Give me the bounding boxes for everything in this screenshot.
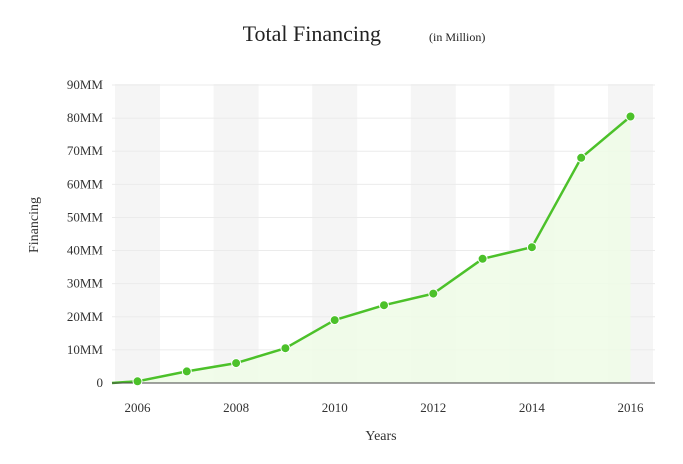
y-tick-label: 40MM	[67, 243, 104, 258]
x-tick-label: 2010	[322, 400, 348, 415]
x-tick-label: 2014	[519, 400, 546, 415]
x-tick-labels: 2006 2008 2010 2012 2014 2016	[125, 400, 645, 415]
series-area	[112, 116, 631, 383]
y-tick-label: 10MM	[67, 342, 104, 357]
y-axis-title: Financing	[27, 197, 42, 253]
x-tick-label: 2016	[618, 400, 645, 415]
data-point	[625, 111, 636, 122]
data-point	[280, 343, 291, 354]
series-line	[111, 115, 632, 385]
data-point	[231, 358, 242, 369]
background-band	[213, 84, 259, 383]
data-points	[132, 111, 636, 387]
y-tick-label: 60MM	[67, 176, 104, 191]
data-point	[181, 366, 192, 377]
data-point	[132, 376, 143, 387]
data-point	[329, 315, 340, 326]
y-tick-label: 80MM	[67, 110, 104, 125]
x-axis-title: Years	[365, 429, 396, 444]
data-point	[428, 288, 439, 299]
y-tick-label: 70MM	[67, 143, 104, 158]
x-tick-label: 2008	[223, 400, 249, 415]
y-tick-label: 0	[97, 375, 104, 390]
data-point	[379, 300, 389, 311]
y-tick-label: 30MM	[67, 276, 104, 291]
chart-title: Total Financing	[243, 21, 381, 46]
data-point	[477, 253, 488, 264]
x-tick-label: 2012	[420, 400, 446, 415]
data-point	[576, 152, 587, 163]
background-band	[115, 84, 160, 383]
y-tick-label: 20MM	[67, 309, 104, 324]
data-point	[526, 242, 537, 253]
y-tick-labels: 0 10MM 20MM 30MM 40MM 50MM 60MM 70MM 80MM 90MM	[67, 77, 104, 390]
y-tick-label: 50MM	[67, 209, 104, 224]
y-tick-label: 90MM	[67, 77, 104, 92]
chart-subtitle: (in Million)	[429, 30, 485, 44]
x-tick-label: 2006	[125, 400, 152, 415]
